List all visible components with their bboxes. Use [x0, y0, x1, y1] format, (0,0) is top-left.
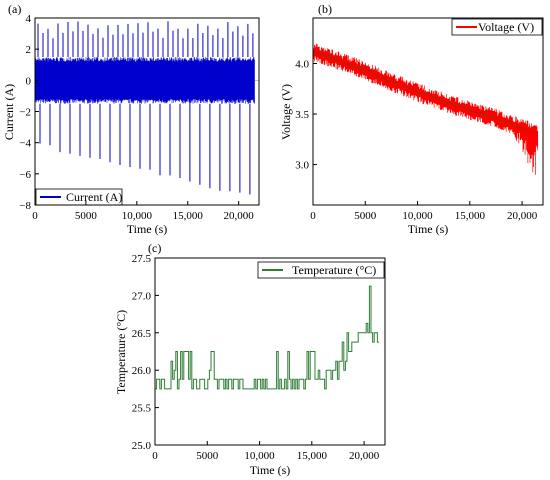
x-tick-label-c: 20,000 [349, 450, 380, 462]
current-spike [157, 28, 164, 176]
x-axis-label-b: Time (s) [408, 222, 449, 236]
panel-current: (a) Time (s) Current (A) Current (A) 0 50… [2, 2, 260, 236]
x-tick-label-b: 0 [310, 210, 316, 222]
x-tick-label-a: 5000 [75, 210, 98, 222]
x-tick-label-a: 20,000 [224, 210, 255, 222]
temperature-line [154, 285, 379, 390]
y-tick-label-c: 25.5 [132, 403, 152, 415]
current-spike [87, 24, 94, 158]
legend-box-b [451, 18, 543, 36]
y-tick-label-a: 0 [26, 75, 32, 87]
current-spike [77, 21, 84, 156]
y-tick-label-a: −2 [19, 107, 31, 119]
y-tick-label-b: 3.0 [295, 160, 309, 172]
plot-frame-b [312, 17, 544, 206]
legend-label-c: Temperature (°C) [292, 263, 376, 277]
y-tick-label-c: 26.0 [132, 365, 152, 377]
current-spike [177, 28, 184, 178]
y-tick-label-a: 2 [26, 44, 32, 56]
x-axis-label-c: Time (s) [250, 463, 291, 477]
x-tick-label-c: 5000 [196, 450, 219, 462]
current-spike [37, 23, 44, 144]
current-spike [47, 28, 54, 146]
y-tick-label-b: 4.0 [295, 58, 309, 70]
current-spike [237, 26, 244, 193]
data-layer-c [154, 285, 379, 390]
current-spike [187, 28, 194, 182]
current-spike [167, 21, 174, 176]
y-tick-label-c: 27.5 [132, 253, 152, 265]
y-axis-label-b: Voltage (V) [279, 84, 293, 140]
x-tick-label-b: 15,000 [455, 210, 486, 222]
current-spike [67, 22, 74, 154]
y-tick-label-b: 3.5 [295, 109, 309, 121]
x-tick-label-a: 0 [32, 210, 38, 222]
legend-label-a: Current (A) [66, 190, 122, 204]
y-tick-label-c: 26.5 [132, 328, 152, 340]
current-spike [207, 25, 214, 189]
y-tick-label-a: −8 [19, 200, 31, 212]
x-tick-label-b: 20,000 [507, 210, 538, 222]
data-layer-a [34, 21, 259, 195]
y-tick-label-a: 4 [26, 13, 32, 25]
current-spike [57, 23, 64, 153]
x-tick-label-b: 5000 [354, 210, 377, 222]
plot-frame-c [154, 257, 386, 446]
x-axis-label-a: Time (s) [127, 222, 168, 236]
y-axis-label-c: Temperature (°C) [114, 310, 128, 394]
x-tick-label-b: 10,000 [402, 210, 433, 222]
x-tick-label-a: 10,000 [122, 210, 153, 222]
current-spike [217, 28, 224, 191]
x-tick-label-c: 15,000 [297, 450, 328, 462]
y-tick-label-c: 25.0 [132, 440, 152, 452]
legend-box-c [257, 261, 385, 279]
panel-voltage: (b) Time (s) Voltage (V) Voltage (V) 0 50… [279, 2, 544, 236]
y-axis-label-a: Current (A) [2, 84, 16, 140]
current-spike [127, 23, 134, 168]
plot-frame-a [34, 17, 260, 206]
legend-label-b: Voltage (V) [478, 20, 534, 34]
current-band [34, 57, 255, 104]
y-tick-label-c: 27.0 [132, 290, 152, 302]
current-spike [107, 25, 114, 163]
voltage-band [312, 43, 539, 175]
current-spike [197, 23, 204, 185]
current-spike [227, 22, 234, 192]
current-spike [97, 28, 104, 159]
panel-temperature: (c) Time (s) Temperature (°C) Temperatur… [114, 241, 386, 477]
panel-label-c: (c) [148, 241, 161, 255]
x-tick-label-c: 0 [152, 450, 158, 462]
x-tick-label-a: 15,000 [173, 210, 204, 222]
voltage-line [312, 50, 538, 134]
current-spike [117, 24, 124, 165]
panel-label-b: (b) [318, 2, 332, 16]
current-spike [147, 22, 154, 170]
y-tick-label-a: −4 [19, 138, 31, 150]
y-tick-label-a: −6 [19, 169, 31, 181]
current-spike [137, 23, 144, 169]
current-spike [247, 23, 254, 195]
data-layer-b [312, 43, 539, 175]
x-tick-label-c: 10,000 [244, 450, 275, 462]
panel-label-a: (a) [8, 2, 21, 16]
